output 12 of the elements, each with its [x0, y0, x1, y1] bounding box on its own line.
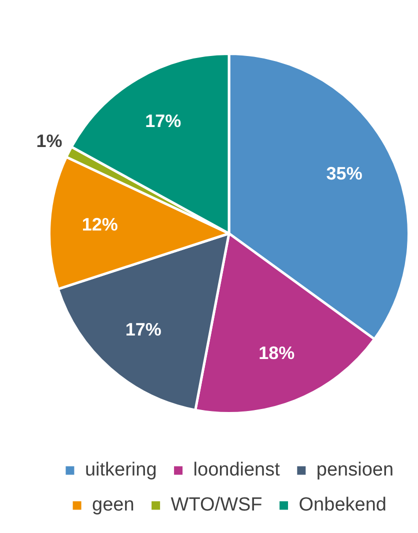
legend-label: Onbekend — [298, 494, 386, 516]
legend-label: pensioen — [316, 460, 394, 481]
legend-label: geen — [92, 494, 134, 516]
data-label: 18% — [258, 342, 295, 363]
data-label: 35% — [326, 164, 362, 184]
data-label: 12% — [82, 214, 118, 234]
data-label: 1% — [36, 130, 62, 151]
legend-label: WTO/WSF — [170, 494, 262, 516]
data-label: 17% — [125, 320, 162, 340]
data-label: 17% — [145, 111, 182, 132]
legend-label: uitkering — [84, 460, 157, 481]
legend-label: loondienst — [193, 460, 281, 481]
